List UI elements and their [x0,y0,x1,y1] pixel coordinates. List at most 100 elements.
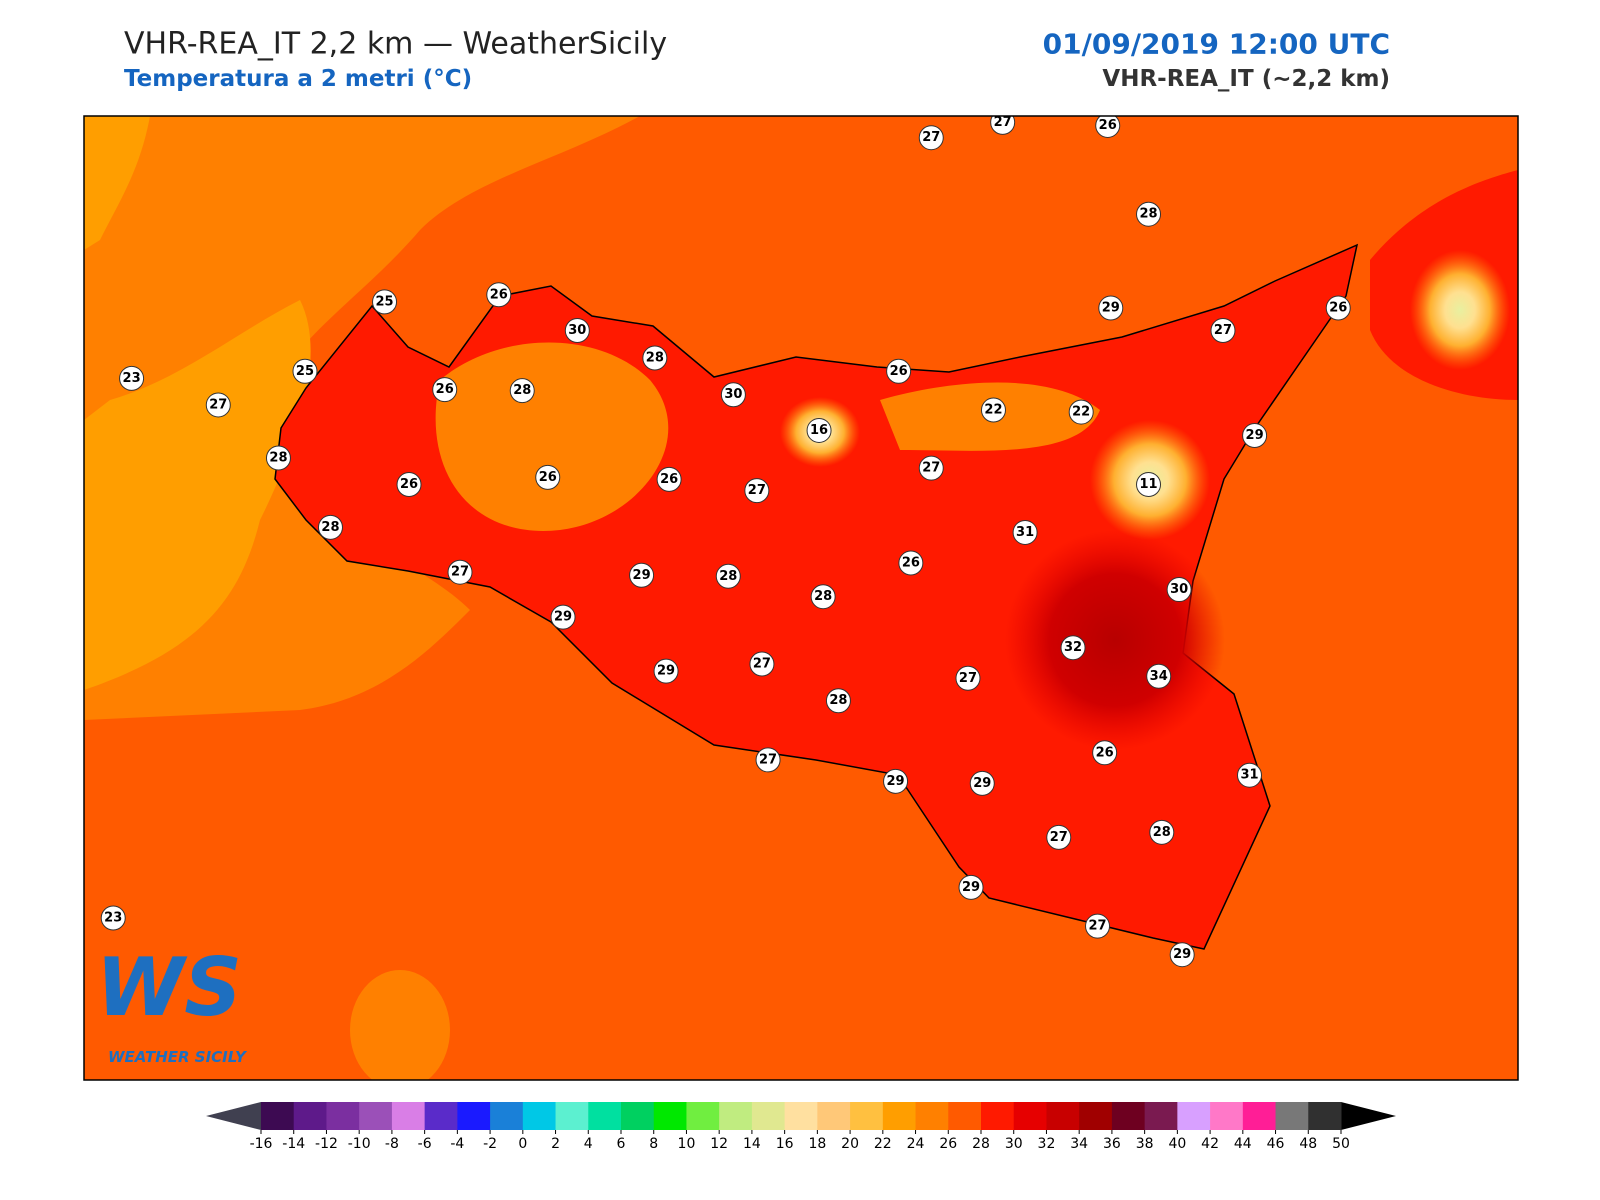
station-marker [749,651,775,677]
station-value: 30 [568,323,586,338]
colorbar-tick-label: 18 [808,1136,826,1152]
colorbar: -16 -14 -12 -10 -8 -6 -4 -2 0 2 4 6 8 10 12 14 16 18 20 22 2… [206,1102,1396,1152]
station-value: 28 [513,383,531,398]
station-value: 26 [1099,118,1117,133]
station-marker [918,125,944,151]
station-marker [1060,635,1086,661]
station-marker [918,455,944,481]
colorbar-tick-label: -14 [282,1136,305,1152]
field [435,342,1100,531]
colorbar-tick-label: 14 [743,1136,761,1152]
station-value: 30 [1170,582,1188,597]
station-marker [432,377,458,403]
station-marker [1092,740,1118,766]
colorbar-tick-label: 34 [1070,1136,1088,1152]
station-value: 23 [104,911,122,926]
station-value: 27 [753,657,771,672]
station-value: 26 [490,287,508,302]
colorbar-tick-label: -16 [250,1136,273,1152]
station-value: 27 [209,397,227,412]
station-value: 29 [887,774,905,789]
colorbar-segment [490,1102,524,1130]
colorbar-tick-label: -10 [348,1136,371,1152]
colorbar-tick-label: 36 [1103,1136,1121,1152]
colorbar-segment [1308,1102,1342,1130]
colorbar-segment [850,1102,884,1130]
station-marker [886,358,912,384]
station-marker [1169,942,1195,968]
colorbar-segment [522,1102,557,1130]
station-marker [1095,116,1121,138]
station-marker [205,392,231,418]
colorbar-extend-high [1341,1102,1396,1130]
station-value: 26 [890,364,908,379]
station-marker [1068,399,1094,425]
station-marker [1166,577,1192,603]
station-value: 27 [959,671,977,686]
station-value: 27 [759,752,777,767]
station-value: 29 [973,776,991,791]
station-value: 29 [1173,947,1191,962]
station-value: 26 [1329,301,1347,316]
station-value: 31 [1016,525,1034,540]
colorbar-tick-label: 42 [1201,1136,1219,1152]
colorbar-tick-label: 16 [776,1136,794,1152]
station-marker [825,688,851,714]
colorbar-tick-label: 44 [1234,1136,1252,1152]
station-value: 32 [1064,640,1082,655]
station-marker [1098,295,1124,321]
station-marker [990,116,1016,135]
colorbar-segment [948,1102,982,1130]
station-marker [955,665,981,691]
colorbar-segment [1275,1102,1309,1130]
station-marker [1242,423,1268,449]
colorbar-segment [588,1102,622,1130]
colorbar-tick-label: 32 [1038,1136,1056,1152]
station-value: 25 [375,294,393,309]
model: VHR-REA_IT (~2,2 km) [1102,66,1390,92]
colorbar-tick-label: -8 [385,1136,399,1152]
station-marker [755,747,781,773]
field [350,970,450,1080]
station-value: 26 [660,472,678,487]
stations: 27 27 26 28 25 26 30 28 23 25 26 28 30 26 29 27 26 27 16 22… [100,116,1351,968]
station-value: 22 [984,403,1002,418]
colorbar-segment [1210,1102,1244,1130]
colorbar-segment [1144,1102,1178,1130]
station-marker [396,472,422,497]
colorbar-tick-label: 28 [972,1136,990,1152]
station-value: 29 [633,568,651,583]
map: 27 27 26 28 25 26 30 28 23 25 26 28 30 26 29 27 26 27 16 22… [84,116,1518,1080]
colorbar-tick-label: -6 [418,1136,432,1152]
colorbar-segment [653,1102,687,1130]
colorbar-segment [293,1102,327,1130]
station-value: 27 [1214,323,1232,338]
colorbar-tick-label: 2 [551,1136,560,1152]
station-value: 23 [123,371,141,386]
station-value: 25 [296,364,314,379]
station-marker [715,563,741,589]
colorbar-tick-label: 38 [1136,1136,1154,1152]
station-marker [1136,201,1162,227]
colorbar-tick-label: 10 [678,1136,696,1152]
colorbar-tick-label: 22 [874,1136,892,1152]
station-marker [292,358,318,384]
station-marker [317,514,343,540]
station-value: 22 [1072,405,1090,420]
station-marker [1046,824,1072,850]
station-marker [1237,762,1262,788]
station-marker [810,584,836,610]
colorbar-segment [359,1102,393,1130]
colorbar-tick-label: 30 [1005,1136,1023,1152]
station-marker [1149,819,1175,845]
station-value: 26 [436,382,454,397]
station-marker [119,365,145,391]
station-marker [1210,317,1236,343]
station-marker [1146,663,1172,689]
station-value: 28 [1153,825,1171,840]
station-marker [1085,913,1111,939]
colorbar-tick-label: 48 [1299,1136,1317,1152]
station-marker [1136,472,1162,497]
colorbar-tick-label: 40 [1168,1136,1186,1152]
station-marker [564,317,590,343]
